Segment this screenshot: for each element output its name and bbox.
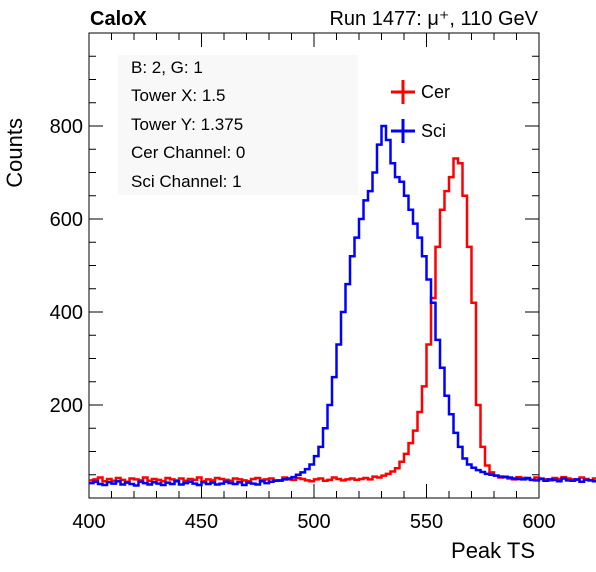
y-axis-title: Counts — [2, 118, 27, 188]
legend-marker-cer — [391, 80, 415, 104]
legend-marker-sci — [391, 119, 415, 143]
info-line-board: B: 2, G: 1 — [131, 58, 203, 77]
series-line-cer — [89, 157, 596, 483]
y-tick-label: 800 — [50, 116, 83, 138]
info-line-tower-x: Tower X: 1.5 — [131, 86, 226, 105]
axis-ticks — [88, 33, 540, 498]
x-tick-label: 400 — [72, 511, 105, 533]
x-tick-label: 600 — [522, 511, 555, 533]
series-line-sci — [89, 124, 596, 487]
legend-label-cer: Cer — [421, 82, 450, 102]
x-tick-label: 550 — [410, 511, 443, 533]
series-layer — [89, 124, 596, 487]
legend-label-sci: Sci — [421, 121, 446, 141]
y-tick-label: 400 — [50, 302, 83, 324]
info-line-sci-channel: Sci Channel: 1 — [131, 172, 242, 191]
info-line-cer-channel: Cer Channel: 0 — [131, 143, 245, 162]
y-tick-label: 600 — [50, 209, 83, 231]
info-box: B: 2, G: 1 Tower X: 1.5 Tower Y: 1.375 C… — [118, 55, 358, 195]
x-tick-label: 450 — [185, 511, 218, 533]
x-tick-label: 500 — [297, 511, 330, 533]
y-tick-label: 200 — [50, 395, 83, 417]
header-brand: CaloX — [90, 8, 147, 30]
x-axis-title: Peak TS — [451, 538, 535, 563]
legend: Cer Sci — [391, 80, 450, 143]
tick-labels: 400 450 500 550 600 200 400 600 800 — [50, 116, 556, 533]
info-line-tower-y: Tower Y: 1.375 — [131, 115, 243, 134]
info-box-background — [118, 55, 358, 195]
header-run-text: Run 1477: μ⁺, 110 GeV — [329, 8, 538, 30]
